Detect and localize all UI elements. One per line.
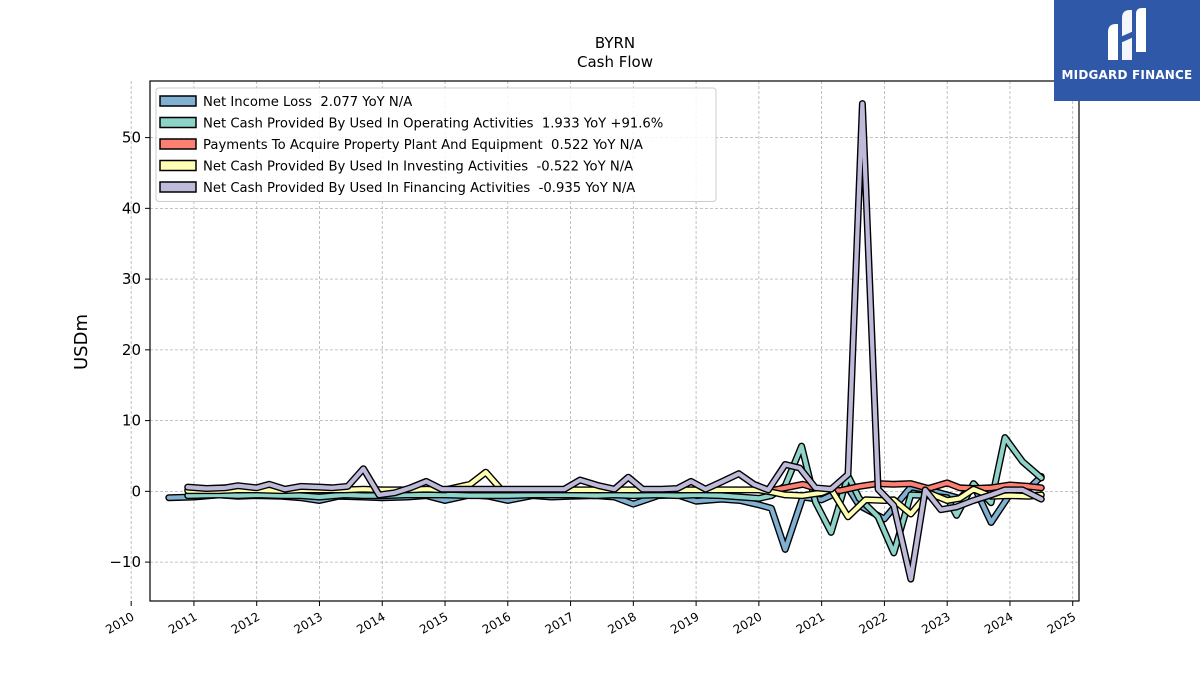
y-tick-label: −10 [109, 553, 141, 571]
chart-subtitle: Cash Flow [577, 53, 653, 71]
x-tick-label: 2019 [668, 609, 701, 636]
y-ticks: −10 0 10 20 30 40 50 [109, 129, 150, 571]
x-tick-label: 2022 [856, 609, 889, 636]
legend: Net Income Loss 2.077 YoY N/A Net Cash Pr… [155, 87, 717, 202]
legend-label: Net Income Loss 2.077 YoY N/A [203, 95, 412, 110]
x-tick-label: 2024 [982, 609, 1015, 636]
legend-swatch [159, 159, 197, 172]
legend-label: Net Cash Provided By Used In Financing A… [203, 181, 635, 196]
series-layer [165, 100, 1045, 583]
legend-swatch [159, 95, 197, 107]
legend-swatch [159, 138, 197, 150]
x-tick-label: 2010 [103, 609, 136, 636]
series-5 [184, 100, 1045, 583]
y-tick-label: 30 [122, 270, 141, 288]
series-line [185, 435, 1044, 556]
x-tick-label: 2021 [794, 609, 827, 636]
x-tick-label: 2015 [417, 609, 450, 636]
x-tick-label: 2020 [731, 609, 764, 636]
brand-name: MIDGARD FINANCE [1061, 68, 1193, 82]
midgard-logo-icon [1108, 8, 1146, 60]
x-tick-label: 2025 [1045, 609, 1078, 636]
brand-logo: MIDGARD FINANCE [1054, 0, 1200, 101]
legend-box [155, 87, 717, 202]
y-tick-label: 50 [122, 129, 141, 147]
x-tick-label: 2014 [354, 609, 387, 636]
series-line [185, 101, 1044, 582]
x-ticks: 2010 2011 2012 2013 2014 2015 2016 2017 2018 2019… [103, 601, 1078, 637]
legend-swatch [159, 181, 197, 193]
x-tick-label: 2018 [605, 609, 638, 636]
y-tick-label: 0 [131, 482, 141, 500]
legend-swatch [159, 116, 197, 129]
legend-label: Net Cash Provided By Used In Operating A… [203, 117, 663, 132]
legend-label: Payments To Acquire Property Plant And E… [203, 138, 643, 153]
y-tick-label: 20 [122, 341, 141, 359]
x-tick-label: 2011 [166, 609, 199, 636]
x-tick-label: 2023 [919, 609, 952, 636]
x-tick-label: 2017 [543, 609, 576, 636]
series-2 [184, 434, 1045, 557]
y-axis-label: USDm [71, 314, 92, 370]
x-tick-label: 2016 [480, 609, 513, 636]
y-tick-label: 10 [122, 412, 141, 430]
chart-title: BYRN [595, 34, 635, 52]
x-tick-label: 2013 [292, 609, 325, 636]
y-tick-label: 40 [122, 199, 141, 217]
x-tick-label: 2012 [229, 609, 262, 636]
legend-label: Net Cash Provided By Used In Investing A… [203, 160, 633, 175]
plot-frame [149, 80, 1080, 602]
